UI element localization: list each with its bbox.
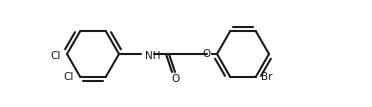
Text: O: O (203, 49, 211, 59)
Text: O: O (172, 74, 180, 84)
Text: Cl: Cl (64, 71, 74, 82)
Text: Br: Br (261, 71, 273, 82)
Text: NH: NH (145, 51, 160, 61)
Text: Cl: Cl (51, 51, 61, 61)
